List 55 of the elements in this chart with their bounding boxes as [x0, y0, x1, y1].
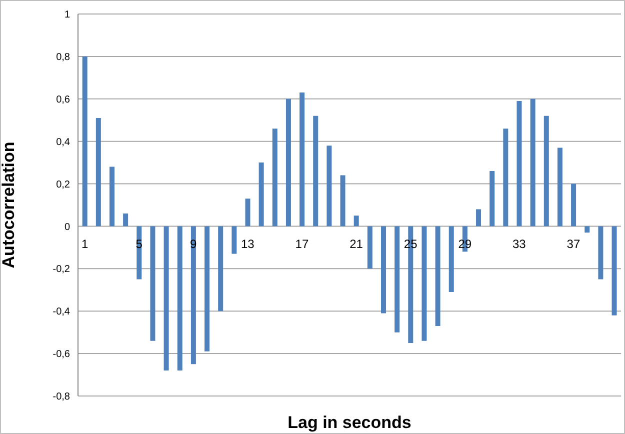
y-tick-label: 0,8	[56, 52, 70, 63]
bar	[448, 226, 454, 292]
x-tick-label: 21	[350, 237, 364, 252]
bar	[245, 198, 250, 226]
bar	[96, 118, 101, 226]
bar	[516, 101, 522, 226]
bar	[340, 175, 346, 226]
bar	[177, 226, 182, 371]
bar	[204, 226, 210, 352]
x-tick-label: 1	[81, 237, 88, 252]
bar	[490, 171, 495, 226]
bar	[476, 209, 482, 226]
y-tick-label: 0,2	[56, 179, 70, 190]
bar	[218, 226, 224, 312]
bar	[123, 213, 128, 226]
bar	[258, 162, 264, 226]
bar	[394, 226, 400, 332]
y-tick-label: 0	[64, 222, 70, 233]
y-tick-label: -0,4	[52, 306, 70, 318]
bar	[598, 226, 604, 280]
bar	[503, 128, 508, 226]
bar	[300, 92, 305, 226]
y-tick-label: 1	[64, 10, 70, 21]
bar	[326, 146, 332, 226]
bar	[530, 98, 536, 226]
bar	[232, 226, 237, 254]
x-axis-title: Lag in seconds	[288, 413, 412, 432]
y-tick-label: -0,6	[52, 349, 70, 360]
bar	[557, 148, 562, 226]
bar	[544, 116, 549, 226]
x-tick-label: 13	[241, 237, 255, 252]
x-tick-label: 17	[295, 237, 309, 252]
y-axis-title: Autocorrelation	[0, 142, 18, 268]
bar	[190, 226, 196, 364]
bar	[150, 226, 156, 341]
bar	[584, 226, 590, 233]
y-tick-label: 0,6	[56, 94, 70, 106]
bar	[354, 216, 359, 226]
bar	[367, 226, 372, 269]
y-tick-label: 0,4	[56, 136, 70, 148]
bar	[272, 128, 278, 226]
bar	[612, 226, 617, 316]
x-tick-label: 33	[512, 237, 526, 252]
bar	[380, 226, 386, 314]
bar	[109, 166, 114, 226]
bar	[313, 116, 318, 226]
bar	[164, 226, 169, 371]
x-tick-label: 37	[566, 237, 580, 252]
y-tick-label: -0,8	[52, 392, 70, 403]
bar	[422, 226, 427, 341]
y-tick-label: -0,2	[52, 264, 70, 276]
bar	[571, 184, 576, 226]
bar	[82, 56, 88, 226]
bar	[286, 98, 291, 226]
bar	[435, 226, 440, 326]
